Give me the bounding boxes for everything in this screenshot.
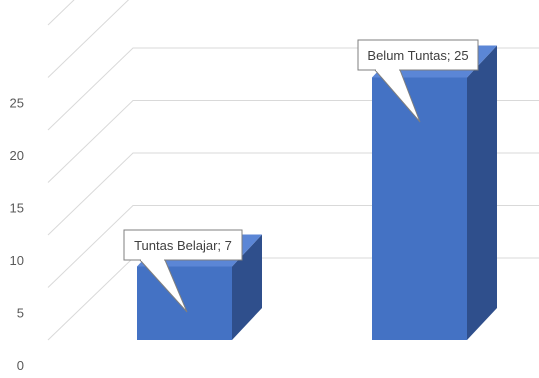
bar xyxy=(372,77,467,340)
data-label: Tuntas Belajar; 7 xyxy=(134,238,232,253)
y-tick-label: 25 xyxy=(10,96,24,111)
y-tick-label: 5 xyxy=(17,306,24,321)
gridline xyxy=(47,0,75,26)
data-label-callout-box xyxy=(123,229,243,261)
y-tick-label: 20 xyxy=(10,148,24,163)
y-tick-label: 15 xyxy=(10,201,24,216)
data-label: Belum Tuntas; 25 xyxy=(367,48,468,63)
y-tick-label: 0 xyxy=(17,358,24,373)
bar-side xyxy=(467,45,497,340)
data-label-callout-box xyxy=(357,39,479,71)
gridline xyxy=(47,0,130,78)
y-tick-label: 10 xyxy=(10,253,24,268)
bar xyxy=(137,266,232,340)
bar-side xyxy=(232,234,262,340)
